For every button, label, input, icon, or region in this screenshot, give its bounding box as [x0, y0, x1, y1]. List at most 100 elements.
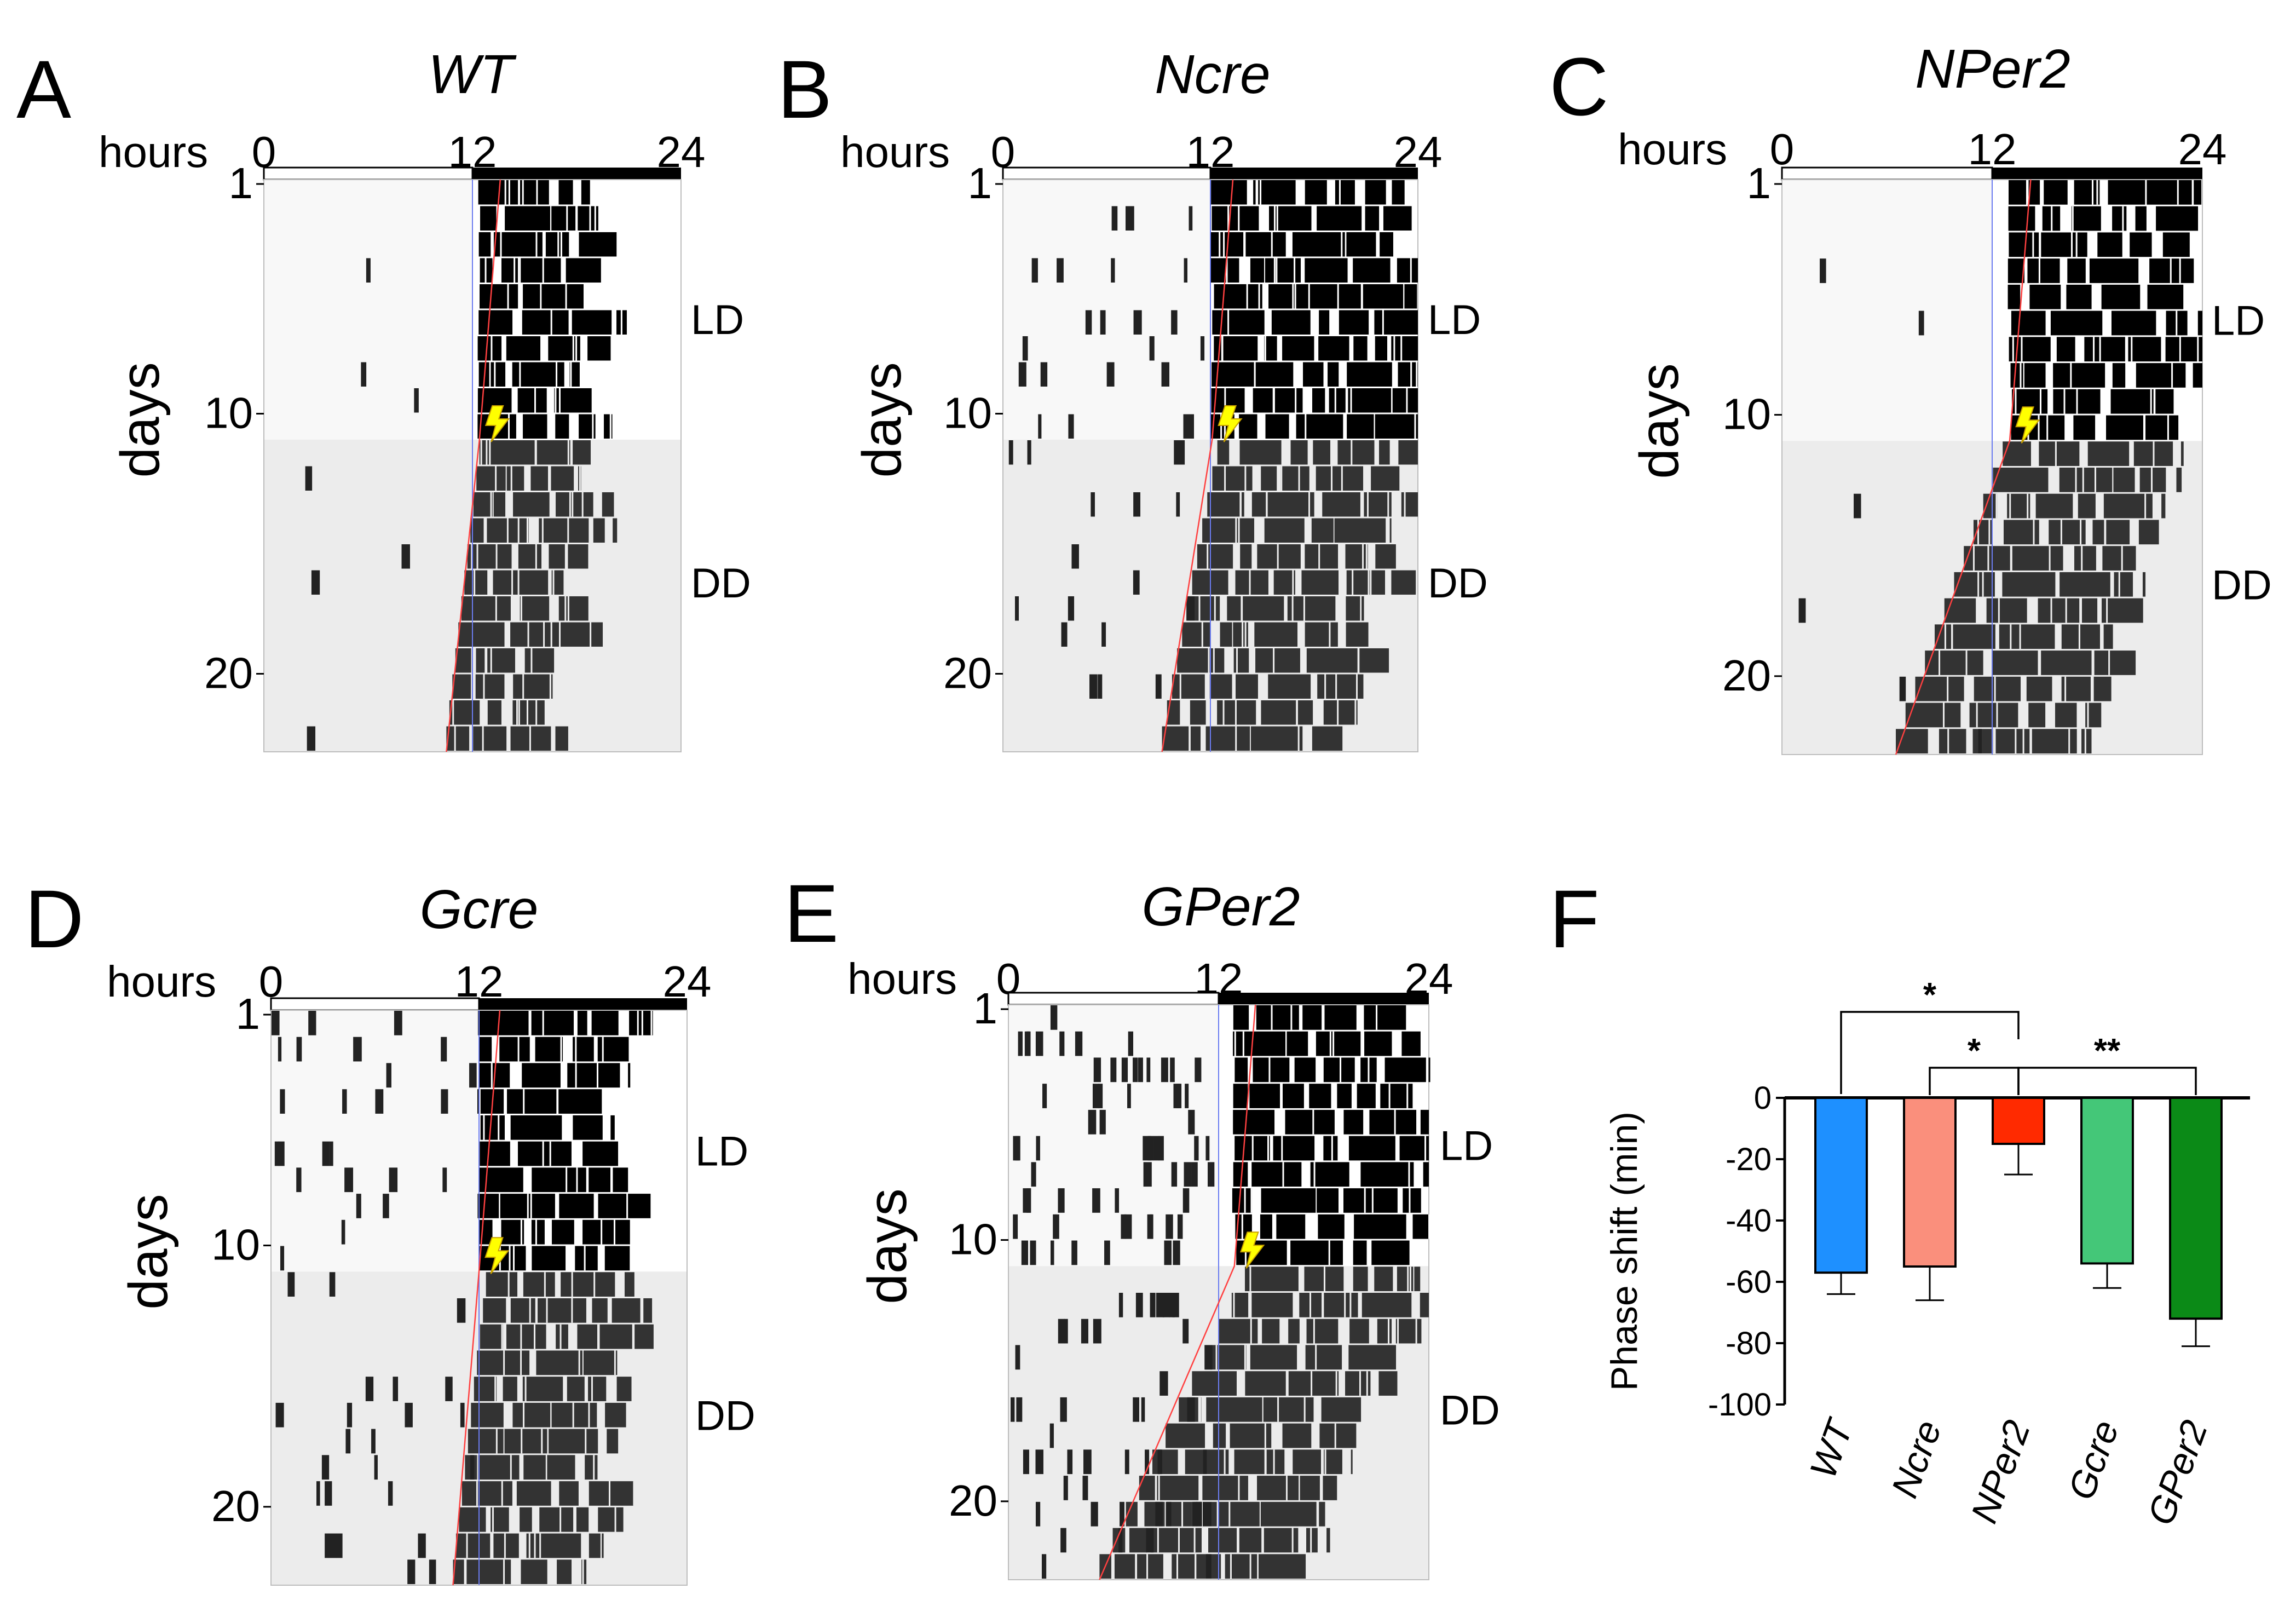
- activity-bout: [473, 492, 493, 517]
- activity-bout: [512, 700, 545, 725]
- activity-gap: [575, 336, 578, 361]
- activity-gap: [542, 232, 544, 257]
- day-tick-label: 10: [1722, 390, 1771, 439]
- activity-gap: [592, 414, 594, 439]
- activity-bout: [510, 622, 551, 647]
- activity-gap: [520, 1324, 522, 1349]
- light-phase-activity: [1068, 596, 1075, 621]
- activity-bout: [1375, 414, 1418, 439]
- light-phase-activity: [470, 1455, 475, 1480]
- activity-bout: [1251, 1162, 1302, 1187]
- light-phase-bar: [270, 997, 480, 1011]
- activity-bout: [2147, 284, 2184, 309]
- activity-bout: [1220, 622, 1232, 647]
- activity-gap: [1227, 310, 1230, 335]
- activity-bout: [1206, 1397, 1262, 1422]
- dark-phase-bar: [1210, 168, 1418, 180]
- light-phase-activity: [1145, 1449, 1150, 1475]
- activity-bout: [1398, 440, 1418, 465]
- activity-gap: [454, 726, 456, 751]
- activity-gap: [1158, 1476, 1160, 1500]
- activity-bout: [1316, 1031, 1361, 1056]
- activity-bout: [1964, 546, 2010, 571]
- activity-gap: [2065, 598, 2067, 623]
- activity-bout: [2044, 180, 2068, 205]
- day-tick-label: 1: [1747, 159, 1772, 208]
- activity-bout: [2050, 310, 2103, 336]
- activity-bout: [1236, 674, 1258, 699]
- activity-bout: [1353, 1240, 1368, 1265]
- activity-gap: [1410, 362, 1412, 387]
- activity-gap: [1292, 284, 1294, 309]
- activity-bout: [1257, 544, 1301, 569]
- light-phase-activity: [1040, 362, 1048, 387]
- activity-gap: [581, 1455, 584, 1480]
- hour-tick-label: 12: [1968, 125, 2017, 174]
- activity-bout: [585, 1455, 598, 1480]
- light-phase-activity: [296, 1037, 302, 1062]
- activity-bout: [480, 1141, 510, 1166]
- activity-gap: [1291, 596, 1294, 621]
- activity-gap: [1406, 1084, 1409, 1108]
- activity-bout: [581, 180, 590, 205]
- activity-bout: [2112, 363, 2126, 388]
- activity-bout: [1292, 232, 1345, 257]
- activity-gap: [1388, 1319, 1390, 1344]
- activity-gap: [1296, 700, 1298, 725]
- activity-bout: [524, 648, 555, 673]
- activity-gap: [471, 544, 473, 569]
- activity-bout: [581, 1559, 587, 1584]
- light-phase-activity: [1083, 1449, 1092, 1475]
- light-phase-activity: [1063, 1476, 1068, 1500]
- activity-bout: [1126, 1501, 1138, 1527]
- activity-gap: [579, 466, 581, 491]
- activity-gap: [2022, 729, 2024, 753]
- activity-bout: [1317, 206, 1362, 231]
- activity-bout: [1318, 1214, 1345, 1239]
- activity-gap: [581, 492, 584, 517]
- activity-bout: [523, 1455, 546, 1480]
- activity-gap: [1234, 440, 1236, 465]
- activity-bout: [1353, 1267, 1368, 1291]
- activity-blocks: [1798, 180, 2202, 753]
- light-phase-activity: [442, 1167, 447, 1193]
- activity-gap: [1179, 674, 1181, 699]
- light-phase-activity: [460, 1402, 465, 1427]
- activity-gap: [565, 284, 567, 309]
- activity-bout: [2029, 284, 2061, 309]
- activity-bout: [1217, 440, 1230, 465]
- activity-bout: [1129, 1528, 1147, 1553]
- light-phase-activity: [371, 1429, 376, 1454]
- activity-bout: [491, 362, 506, 387]
- activity-gap: [1994, 676, 1996, 701]
- activity-bout: [471, 1402, 504, 1427]
- activity-gap: [1369, 310, 1371, 335]
- activity-gap: [1249, 1267, 1251, 1291]
- activity-gap: [1350, 388, 1352, 413]
- activity-gap: [504, 1115, 506, 1140]
- activity-bout: [1166, 1423, 1205, 1448]
- activity-bout: [1339, 310, 1369, 335]
- light-phase-activity: [1121, 1057, 1128, 1083]
- activity-gap: [518, 700, 520, 725]
- light-phase-activity: [1153, 1136, 1159, 1161]
- activity-gap: [609, 414, 612, 439]
- activity-bout: [493, 232, 543, 257]
- light-phase-activity: [1141, 1397, 1145, 1422]
- activity-gap: [555, 388, 557, 413]
- activity-bout: [477, 336, 503, 361]
- activity-bout: [1306, 1319, 1339, 1344]
- light-phase-activity: [1055, 1214, 1059, 1239]
- activity-bout: [1398, 362, 1418, 387]
- activity-bout: [1324, 1449, 1342, 1475]
- light-phase-activity: [1031, 1162, 1036, 1187]
- activity-gap: [2050, 598, 2052, 623]
- activity-bout: [531, 1011, 574, 1035]
- activity-bout: [1999, 624, 2055, 649]
- activity-bout: [521, 1559, 547, 1584]
- light-phase-activity: [405, 1402, 413, 1427]
- activity-gap: [1424, 1136, 1427, 1161]
- activity-bout: [551, 206, 576, 231]
- activity-gap: [530, 1194, 532, 1218]
- activity-gap: [1366, 1371, 1368, 1396]
